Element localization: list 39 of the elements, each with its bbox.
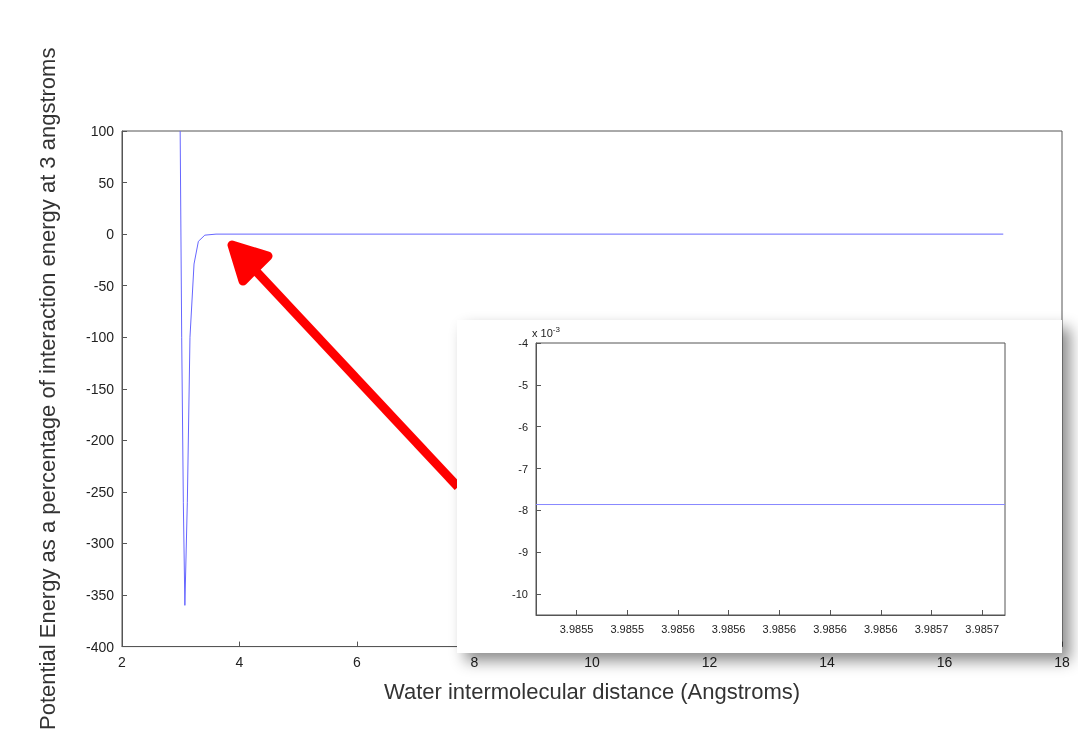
y-tick-label: -350 — [85, 587, 115, 604]
x-tick-label: 16 — [936, 653, 953, 670]
x-tick-label: 18 — [1054, 653, 1070, 670]
x-tick-label: 14 — [819, 653, 835, 670]
y-tick-label: -400 — [85, 638, 115, 655]
line-series — [179, 130, 1004, 606]
x-tick-label: 8 — [470, 653, 479, 670]
x-tick-label: 3.9857 — [914, 622, 949, 635]
y-tick-label: -200 — [85, 432, 115, 449]
y-tick-label: -6 — [518, 420, 528, 433]
x-tick-label: 3.9855 — [559, 622, 594, 635]
x-tick-label: 3.9856 — [762, 622, 797, 635]
y-tick-label: -5 — [518, 378, 528, 391]
y-tick-label: -150 — [85, 380, 115, 397]
y-tick-label: -250 — [85, 483, 115, 500]
x-axis-title: Water intermolecular distance (Angstroms) — [383, 679, 801, 705]
y-tick-label: -10 — [512, 588, 528, 601]
y-tick-label: 0 — [106, 226, 115, 243]
x-tick-label: 12 — [701, 653, 718, 670]
x-tick-label: 10 — [584, 653, 600, 670]
y-tick-label: -8 — [518, 504, 528, 517]
x-tick-label: 3.9857 — [965, 622, 1000, 635]
x-tick-label: 3.9856 — [863, 622, 898, 635]
x-tick-label: 3.9856 — [661, 622, 695, 635]
x-tick-label: 3.9855 — [610, 622, 645, 635]
x-tick-label: 6 — [353, 653, 362, 670]
y-tick-label: -50 — [93, 277, 115, 294]
x-tick-label: 3.9856 — [711, 622, 746, 635]
y-tick-label: -4 — [518, 337, 528, 349]
y-tick-label: -7 — [518, 462, 528, 475]
y-tick-label: -300 — [85, 535, 115, 552]
x-tick-label: 3.9856 — [813, 622, 847, 635]
x-tick-label: 4 — [235, 653, 244, 670]
y-axis-title: Potential Energy as a percentage of interaction energy at 3 angstroms — [34, 47, 60, 731]
y-tick-label: 100 — [90, 123, 115, 139]
y-tick-label: 50 — [98, 174, 115, 191]
y-tick-label: -9 — [518, 546, 528, 559]
x-tick-label: 2 — [118, 653, 127, 670]
y-tick-label: -100 — [85, 329, 115, 346]
